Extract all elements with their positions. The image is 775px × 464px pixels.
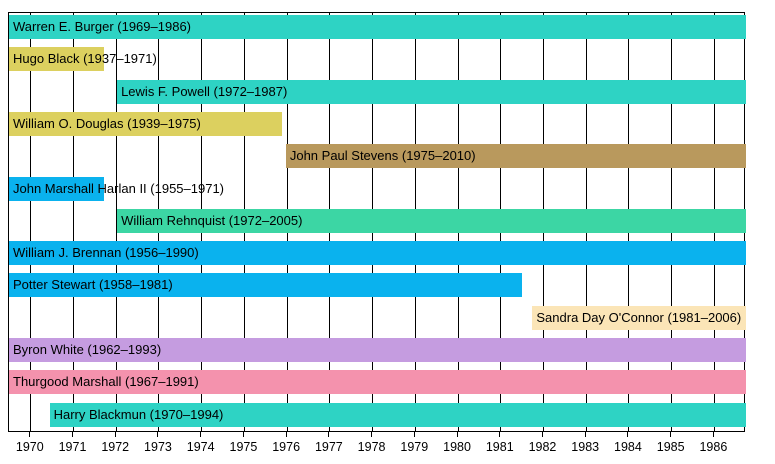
justice-label: William Rehnquist (1972–2005) — [121, 213, 303, 228]
tenure-bar — [9, 241, 746, 265]
axis-tick — [242, 432, 244, 437]
tenure-bar — [9, 112, 282, 136]
axis-tick-label: 1978 — [357, 440, 386, 454]
axis-tick — [627, 432, 629, 437]
axis-tick-label: 1985 — [656, 440, 685, 454]
tenure-bar — [117, 209, 746, 233]
tenure-bar — [49, 403, 746, 427]
axis-tick — [456, 432, 458, 437]
year-gridline — [115, 13, 117, 431]
tenure-bar — [9, 177, 105, 201]
axis-tick-label: 1970 — [15, 440, 44, 454]
year-gridline — [73, 13, 74, 431]
axis-tick — [114, 432, 116, 437]
axis-tick — [670, 432, 672, 437]
axis-tick-label: 1975 — [229, 440, 258, 454]
year-gridline — [30, 13, 32, 431]
axis-tick — [541, 432, 543, 437]
axis-tick-label: 1980 — [443, 440, 471, 454]
axis-tick — [29, 432, 31, 437]
justice-label: Hugo Black (1937–1971) — [13, 51, 157, 66]
axis-tick — [712, 432, 714, 437]
plot-area: Warren E. Burger (1969–1986) Hugo Black (… — [8, 12, 746, 432]
axis-tick-label: 1976 — [272, 440, 301, 454]
axis-tick-label: 1971 — [58, 440, 87, 454]
justice-label: Harry Blackmun (1970–1994) — [53, 407, 224, 422]
tenure-bar — [285, 144, 746, 168]
justice-label: Thurgood Marshall (1967–1991) — [13, 374, 199, 389]
axis-tick — [371, 432, 373, 437]
justice-label: Lewis F. Powell (1972–1987) — [121, 84, 288, 99]
axis-tick-label: 1982 — [528, 440, 557, 454]
axis-tick-label: 1972 — [101, 440, 130, 454]
axis-tick-label: 1981 — [485, 440, 514, 454]
axis-tick — [413, 432, 415, 437]
axis-tick — [285, 432, 287, 437]
axis-tick-label: 1983 — [571, 440, 600, 454]
axis-tick — [72, 432, 73, 437]
justice-label: Sandra Day O'Connor (1981–2006) — [536, 310, 742, 325]
axis-tick-label: 1973 — [144, 440, 172, 454]
tenure-bar — [9, 370, 746, 394]
justice-label: Potter Stewart (1958–1981) — [13, 277, 173, 292]
axis-tick — [200, 432, 202, 437]
tenure-bar — [9, 15, 746, 39]
justice-label: William O. Douglas (1939–1975) — [13, 116, 201, 131]
tenure-bar — [9, 273, 523, 297]
axis-tick — [584, 432, 586, 437]
axis-tick-label: 1974 — [186, 440, 215, 454]
justice-label: John Marshall Harlan II (1955–1971) — [13, 181, 225, 196]
axis-tick-label: 1984 — [614, 440, 642, 454]
tenure-bar — [9, 47, 105, 71]
tenure-bar — [9, 338, 746, 362]
axis-tick — [328, 432, 330, 437]
justice-label: William J. Brennan (1956–1990) — [13, 245, 199, 260]
justice-label: Byron White (1962–1993) — [13, 342, 162, 357]
axis-tick-label: 1979 — [400, 440, 429, 454]
justice-label: Warren E. Burger (1969–1986) — [13, 19, 192, 34]
axis-tick-label: 1986 — [699, 440, 728, 454]
axis-tick — [499, 432, 501, 437]
tenure-bar — [117, 80, 746, 104]
axis-tick-label: 1977 — [314, 440, 343, 454]
justice-label: John Paul Stevens (1975–2010) — [289, 148, 476, 163]
axis-tick — [157, 432, 159, 437]
tenure-bar — [532, 306, 746, 330]
